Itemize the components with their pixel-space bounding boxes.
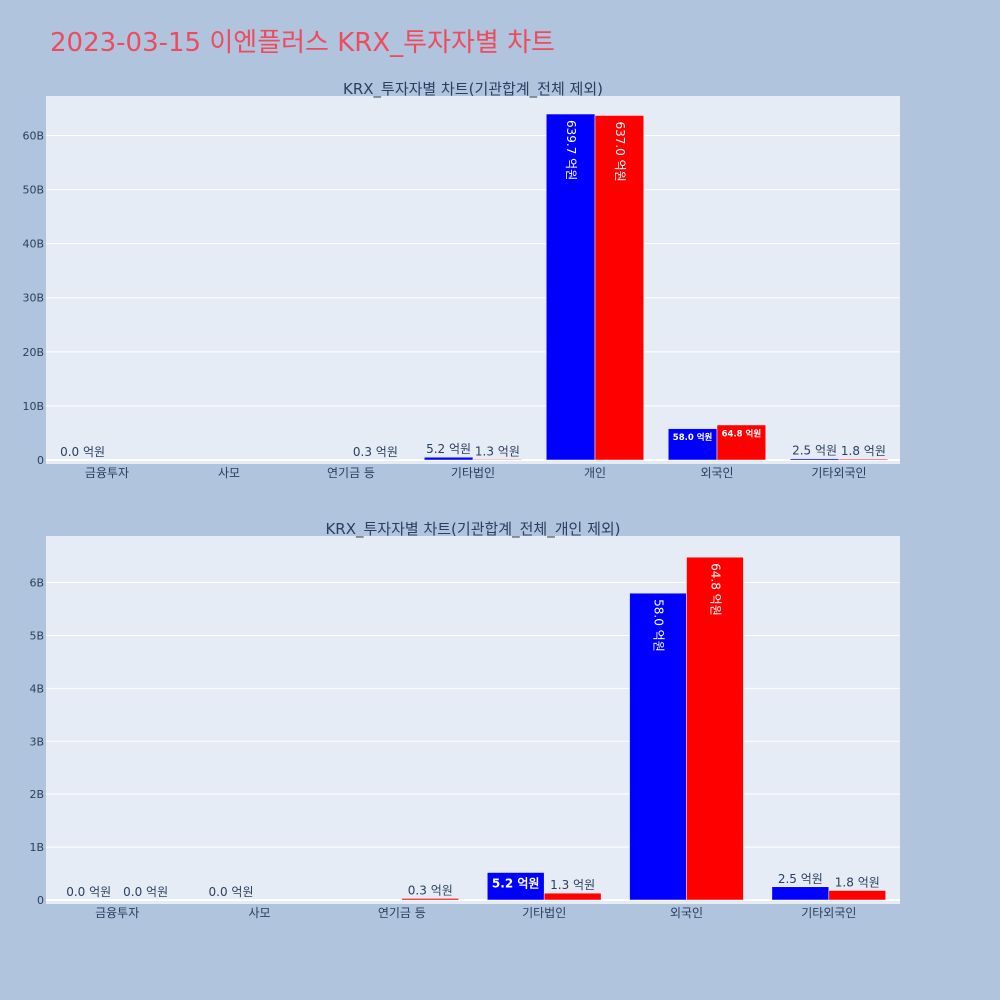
bar — [423, 456, 474, 461]
x-tick-label: 외국인 — [700, 466, 733, 480]
bar — [401, 898, 460, 901]
bar — [594, 115, 645, 461]
x-tick-label: 연기금 등 — [378, 906, 426, 920]
x-tick-label: 외국인 — [670, 906, 703, 920]
bar — [838, 458, 889, 461]
x-tick-label: 연기금 등 — [327, 466, 375, 480]
y-tick-label: 10B — [22, 400, 44, 413]
data-label: 0.3 억원 — [408, 883, 453, 897]
x-tick-label: 사모 — [218, 466, 240, 480]
data-label: 0.0 억원 — [60, 445, 105, 459]
y-tick-label: 20B — [22, 346, 44, 359]
y-tick-label: 50B — [22, 184, 44, 197]
bar — [716, 424, 767, 461]
data-label: 1.3 억원 — [550, 878, 595, 892]
y-tick-label: 2B — [29, 788, 44, 801]
x-tick-label: 개인 — [584, 466, 606, 480]
y-tick-label: 3B — [29, 735, 44, 748]
x-tick-label: 기타법인 — [522, 906, 566, 920]
data-label: 58.0 억원 — [673, 432, 713, 443]
chart-title: KRX_투자자별 차트(기관합계_전체_개인 제외) — [325, 520, 620, 539]
y-tick-label: 6B — [29, 577, 44, 590]
plot-area — [46, 96, 900, 464]
bar — [667, 428, 718, 461]
bar — [789, 458, 840, 461]
x-tick-label: 기타외국인 — [811, 466, 866, 480]
y-tick-label: 30B — [22, 292, 44, 305]
data-label: 639.7 억원 — [564, 120, 578, 180]
bar — [686, 556, 744, 901]
bar — [545, 113, 596, 461]
y-tick-label: 0 — [37, 454, 44, 467]
bar — [543, 892, 602, 901]
chart-title: KRX_투자자별 차트(기관합계_전체 제외) — [343, 80, 603, 99]
data-label: 1.3 억원 — [475, 444, 520, 458]
data-label: 0.0 억원 — [66, 885, 111, 899]
data-label: 5.2 억원 — [426, 442, 471, 456]
data-label: 1.8 억원 — [841, 444, 886, 458]
data-label: 5.2 억원 — [492, 876, 540, 890]
data-label: 58.0 억원 — [652, 599, 666, 652]
x-tick-label: 금융투자 — [95, 906, 139, 920]
y-tick-label: 40B — [22, 238, 44, 251]
data-label: 2.5 억원 — [778, 872, 823, 886]
y-tick-label: 60B — [22, 129, 44, 142]
data-label: 1.8 억원 — [835, 875, 880, 889]
data-label: 637.0 억원 — [613, 121, 627, 181]
y-tick-label: 5B — [29, 629, 44, 642]
y-tick-label: 1B — [29, 841, 44, 854]
plot-area — [46, 536, 900, 904]
data-label: 0.3 억원 — [353, 445, 398, 459]
page-title: 2023-03-15 이엔플러스 KRX_투자자별 차트 — [50, 28, 555, 58]
data-label: 64.8 억원 — [708, 563, 722, 616]
bar — [828, 890, 887, 901]
y-tick-label: 0 — [37, 894, 44, 907]
data-label: 64.8 억원 — [722, 428, 762, 439]
x-tick-label: 금융투자 — [85, 466, 129, 480]
data-label: 2.5 억원 — [792, 444, 837, 458]
data-label: 0.0 억원 — [123, 885, 168, 899]
bar — [472, 459, 523, 461]
investor-chart-excl-individual: KRX_투자자별 차트(기관합계_전체_개인 제외) 0 1B 2B 3B 4B 5B 6B 금… — [29, 520, 900, 920]
investor-chart-all: KRX_투자자별 차트(기관합계_전체 제외) 0 10B 20B 30B 40B 50B 6… — [22, 80, 900, 480]
x-tick-label: 기타외국인 — [801, 906, 856, 920]
x-tick-label: 기타법인 — [451, 466, 495, 480]
bar — [771, 886, 830, 901]
data-label: 0.0 억원 — [209, 885, 254, 899]
bar — [486, 872, 545, 901]
x-tick-label: 사모 — [248, 906, 270, 920]
bar — [629, 592, 687, 901]
y-tick-label: 4B — [29, 682, 44, 695]
